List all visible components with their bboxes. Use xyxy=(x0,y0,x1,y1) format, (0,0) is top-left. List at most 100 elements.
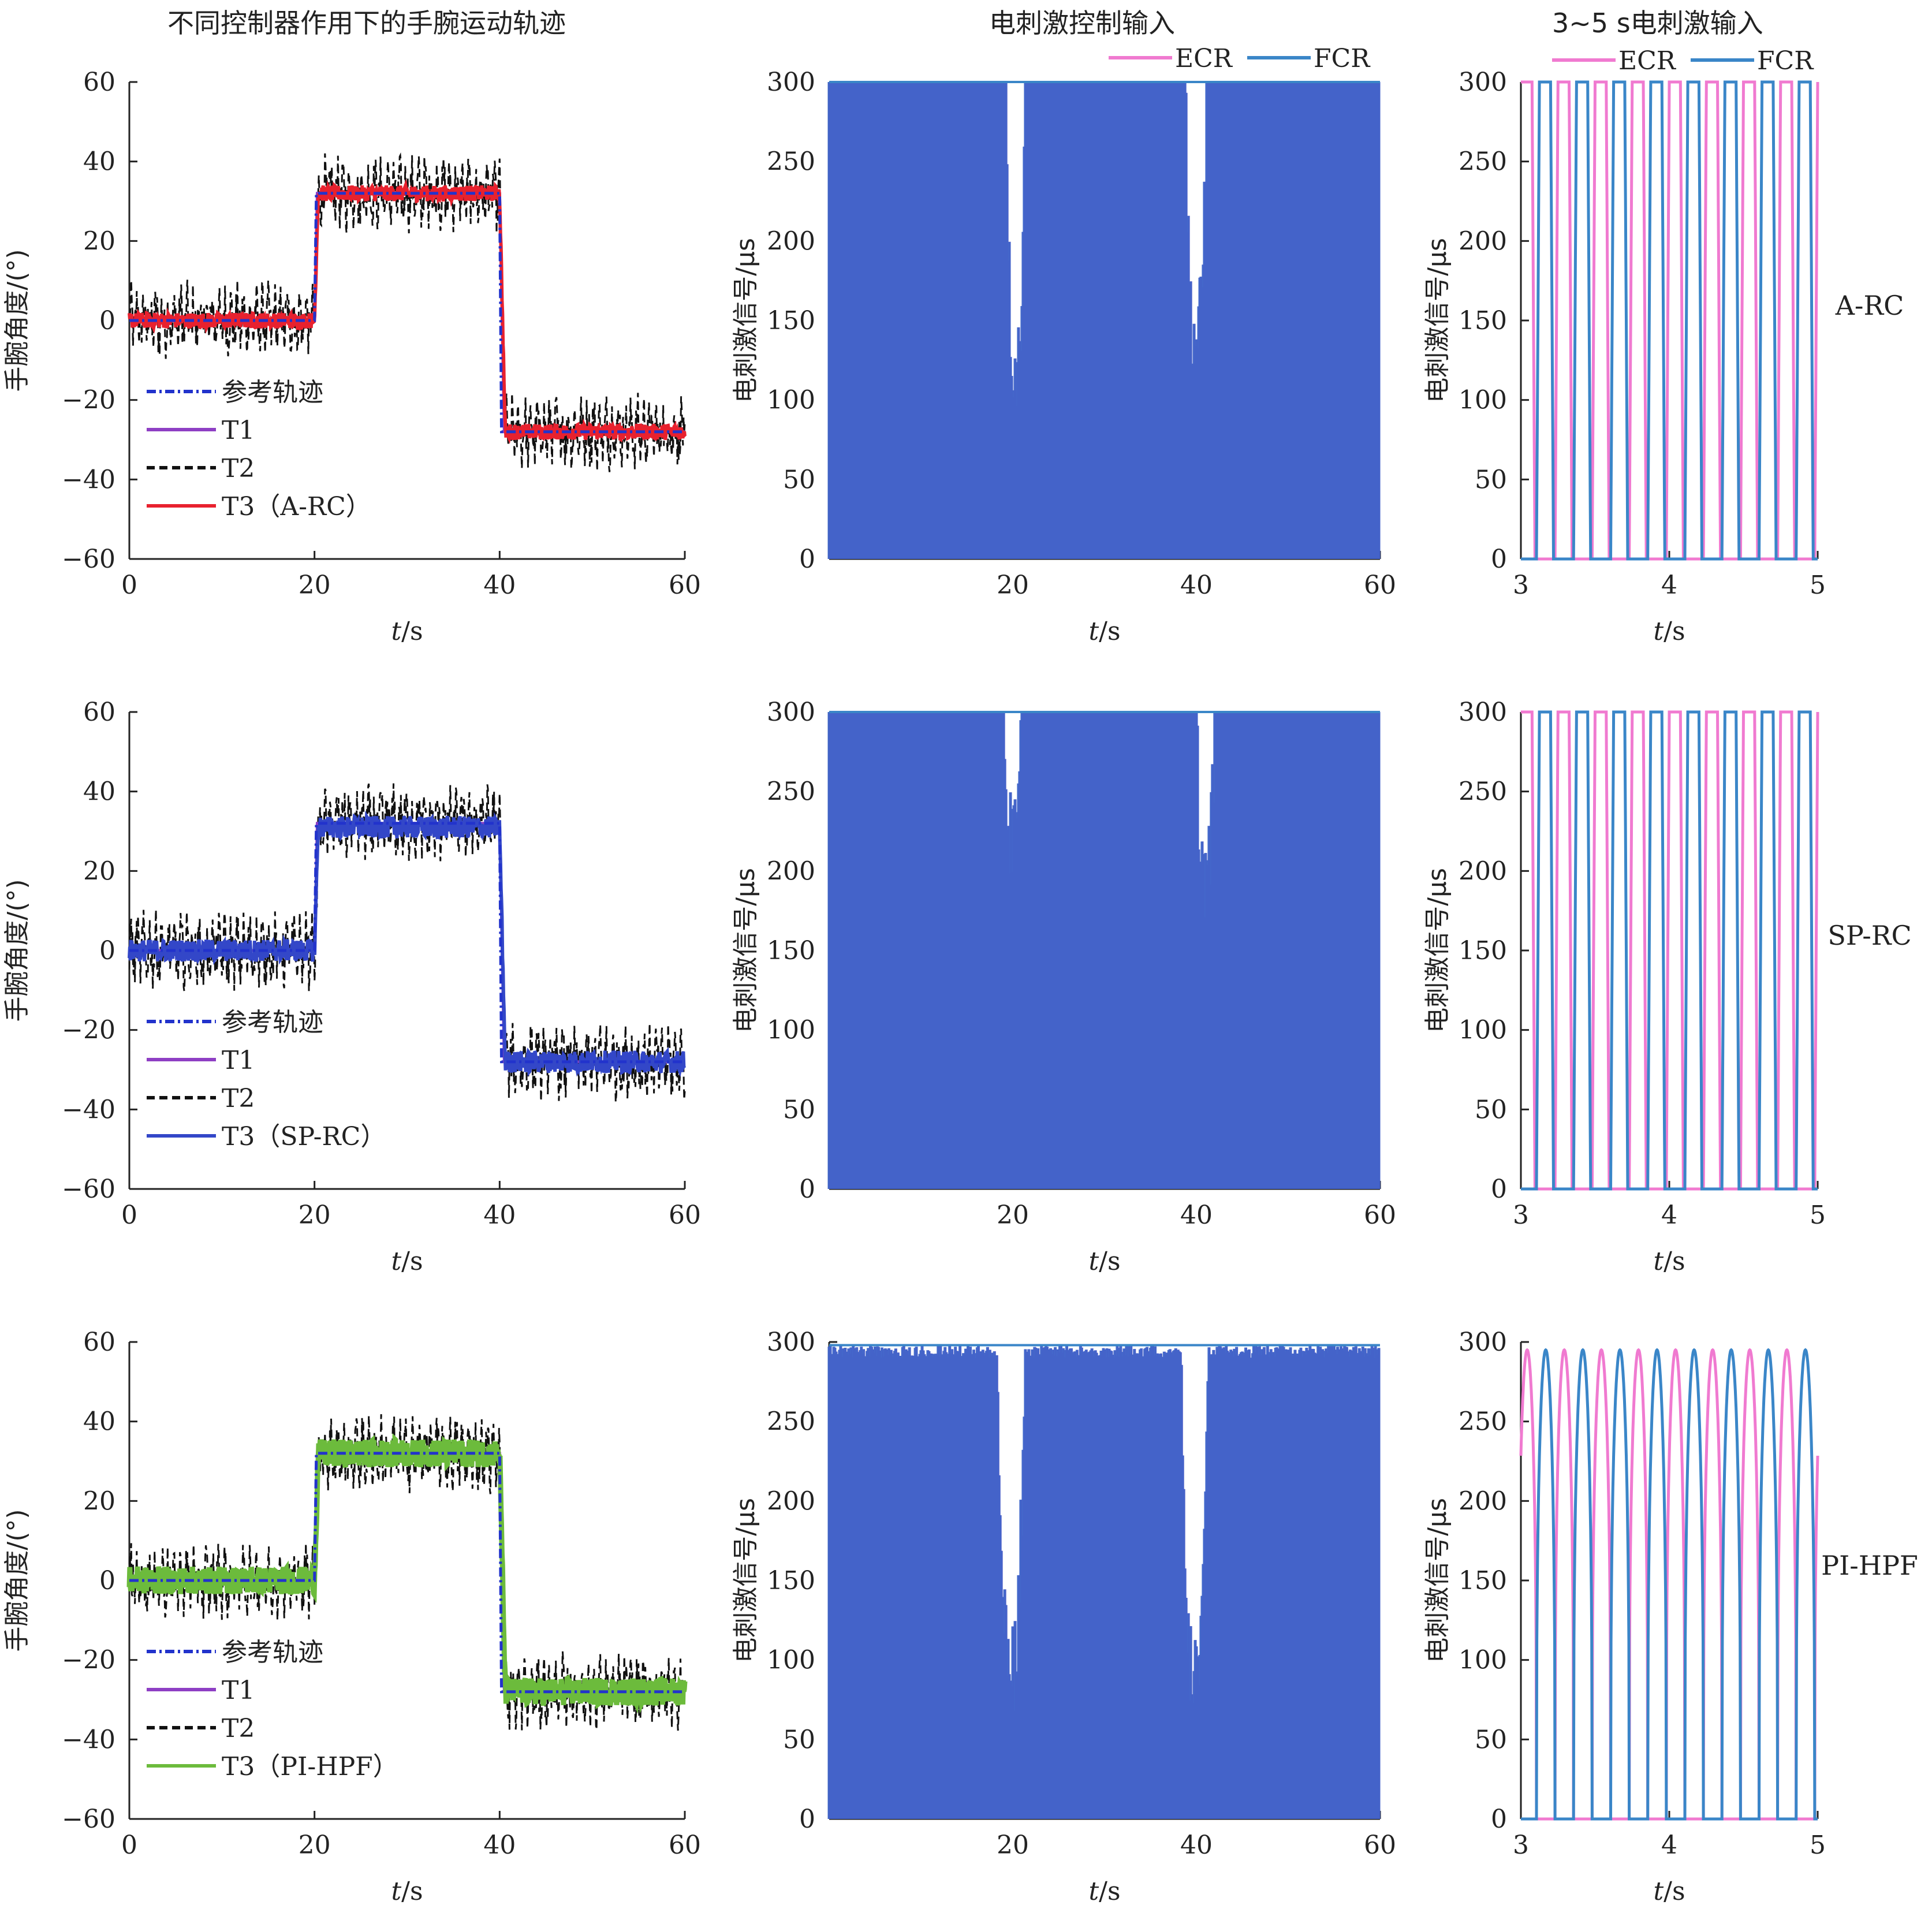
x-tick-label: 4 xyxy=(1661,1830,1677,1860)
series-t3-line xyxy=(128,810,686,1078)
x-axis-label: t/s xyxy=(391,1247,423,1276)
legend-label: T2 xyxy=(222,1714,255,1743)
x-axis-label: t/s xyxy=(1653,617,1685,646)
y-tick-label: 200 xyxy=(1459,856,1507,886)
x-tick-label: 40 xyxy=(1180,1201,1213,1230)
legend-label: T3（PI-HPF） xyxy=(222,1752,398,1781)
y-tick-label: 100 xyxy=(1459,1016,1507,1045)
legend-label: T3（A-RC） xyxy=(222,492,371,521)
y-tick-label: 40 xyxy=(83,1407,115,1437)
stimulation-series-group xyxy=(827,1344,1381,1819)
legend-label: T1 xyxy=(222,416,255,445)
series-ecr-line xyxy=(1521,710,1819,1191)
col-title-stimulation: 电刺激控制输入 xyxy=(989,8,1175,39)
y-tick-label: 300 xyxy=(767,1328,815,1357)
legend-label: FCR xyxy=(1314,44,1371,73)
y-axis-label: 手腕角度/(°) xyxy=(2,1509,32,1651)
trajectory-series-group xyxy=(128,783,686,1102)
x-axis-label: t/s xyxy=(1088,1877,1120,1906)
legend-label: T2 xyxy=(222,454,255,483)
y-tick-label: 100 xyxy=(767,1016,815,1045)
y-tick-label: −20 xyxy=(62,1646,115,1675)
y-tick-label: 40 xyxy=(83,777,115,807)
y-tick-label: 150 xyxy=(1459,306,1507,335)
series-fcr-line xyxy=(827,1345,1381,1819)
zoom-series-group xyxy=(1519,1348,1819,1821)
x-tick-label: 60 xyxy=(669,571,701,600)
x-axis-label: t/s xyxy=(391,617,423,646)
y-tick-label: −60 xyxy=(62,1805,115,1834)
y-tick-label: 300 xyxy=(1459,1328,1507,1357)
y-tick-label: 250 xyxy=(1459,1407,1507,1437)
controller-annotation: A-RC xyxy=(1835,290,1904,321)
y-tick-label: −40 xyxy=(62,1725,115,1754)
y-tick-label: 20 xyxy=(83,856,115,886)
zoom-series-group xyxy=(1521,710,1819,1191)
y-tick-label: 150 xyxy=(1459,1566,1507,1595)
y-tick-label: 150 xyxy=(767,306,815,335)
x-tick-label: 3 xyxy=(1513,1830,1529,1860)
legend-label: T1 xyxy=(222,1046,255,1075)
y-tick-label: 150 xyxy=(1459,936,1507,965)
y-tick-label: 200 xyxy=(767,856,815,886)
series-ecr-line xyxy=(1521,80,1819,561)
y-tick-label: 20 xyxy=(83,226,115,256)
x-tick-label: 60 xyxy=(669,1830,701,1860)
series-t3-line xyxy=(126,1433,688,1714)
series-fcr-line xyxy=(1521,710,1818,1191)
y-tick-label: 0 xyxy=(1491,545,1507,574)
legend-label: T1 xyxy=(222,1676,255,1705)
y-tick-label: 200 xyxy=(1459,1486,1507,1516)
y-tick-label: 250 xyxy=(1459,147,1507,177)
y-tick-label: 100 xyxy=(1459,386,1507,415)
y-axis-label: 电刺激信号/μs xyxy=(731,238,760,403)
y-tick-label: 40 xyxy=(83,147,115,177)
y-tick-label: 300 xyxy=(767,68,815,97)
col-title-trajectory: 不同控制器作用下的手腕运动轨迹 xyxy=(167,8,566,39)
y-tick-label: 100 xyxy=(767,386,815,415)
y-tick-label: −40 xyxy=(62,465,115,494)
y-tick-label: −40 xyxy=(62,1095,115,1124)
x-tick-label: 20 xyxy=(997,1830,1029,1860)
series-t2-line xyxy=(128,783,686,1102)
y-tick-label: 200 xyxy=(767,226,815,256)
x-tick-label: 60 xyxy=(1364,1830,1396,1860)
y-tick-label: 200 xyxy=(1459,226,1507,256)
y-tick-label: 150 xyxy=(767,936,815,965)
y-tick-label: 0 xyxy=(799,1175,815,1204)
y-tick-label: 0 xyxy=(799,545,815,574)
x-tick-label: 4 xyxy=(1661,571,1677,600)
x-tick-label: 3 xyxy=(1513,1201,1529,1230)
x-tick-label: 20 xyxy=(299,571,331,600)
x-tick-label: 60 xyxy=(1364,1201,1396,1230)
y-tick-label: 50 xyxy=(783,1725,815,1754)
x-axis-label: t/s xyxy=(1653,1247,1685,1276)
y-axis-label: 手腕角度/(°) xyxy=(2,249,32,392)
y-tick-label: 50 xyxy=(1475,465,1507,494)
series-reference-line xyxy=(129,192,685,434)
x-axis-label: t/s xyxy=(391,1877,423,1906)
series-reference-line xyxy=(129,1452,685,1694)
y-tick-label: 50 xyxy=(783,1095,815,1124)
x-axis-label: t/s xyxy=(1653,1877,1685,1906)
y-tick-label: 0 xyxy=(99,1566,115,1595)
x-tick-label: 5 xyxy=(1810,571,1826,600)
y-tick-label: 250 xyxy=(767,147,815,177)
x-tick-label: 40 xyxy=(483,1201,516,1230)
x-tick-label: 40 xyxy=(483,1830,516,1860)
y-tick-label: 20 xyxy=(83,1486,115,1516)
x-tick-label: 5 xyxy=(1810,1830,1826,1860)
legend-label: 参考轨迹 xyxy=(222,1008,323,1037)
x-tick-label: 60 xyxy=(1364,571,1396,600)
y-axis-label: 电刺激信号/μs xyxy=(1423,238,1452,403)
y-tick-label: 0 xyxy=(1491,1175,1507,1204)
series-fcr-line xyxy=(1521,1348,1818,1821)
x-tick-label: 20 xyxy=(997,1201,1029,1230)
y-tick-label: 50 xyxy=(1475,1725,1507,1754)
y-axis-label: 手腕角度/(°) xyxy=(2,879,32,1021)
y-tick-label: 300 xyxy=(1459,698,1507,727)
legend-label: 参考轨迹 xyxy=(222,1638,323,1667)
legend-label: FCR xyxy=(1757,46,1814,76)
x-tick-label: 5 xyxy=(1810,1201,1826,1230)
